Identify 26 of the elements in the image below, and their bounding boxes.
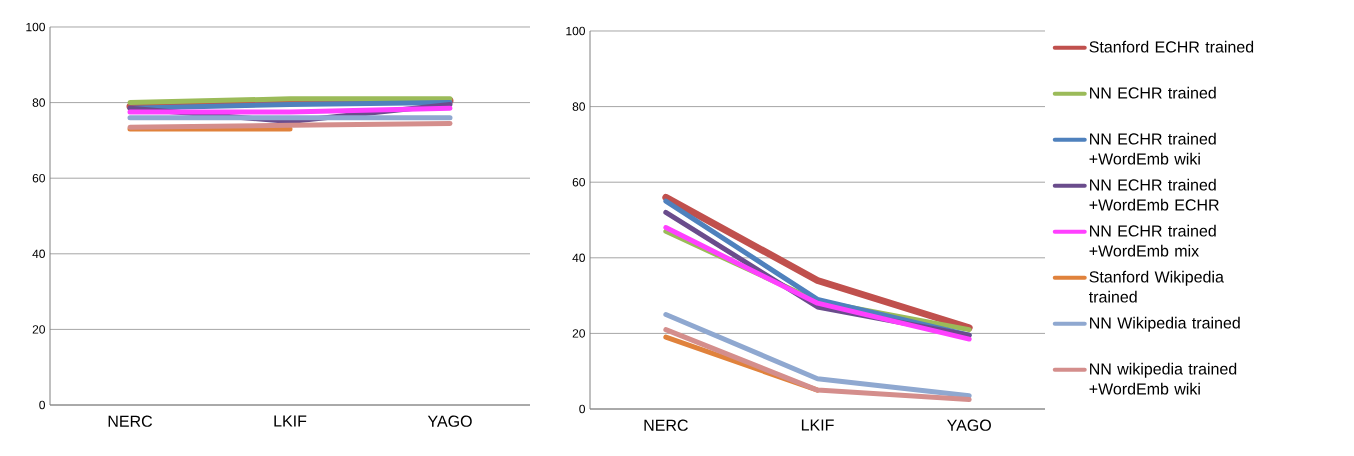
x-tick-label: YAGO [947,419,991,431]
legend-label: Stanford ECHR trained [1089,40,1254,53]
legend-label: Stanford Wikipedia trained [1088,270,1224,303]
y-tick-label: 40 [572,253,585,263]
y-tick-label: 0 [579,404,585,414]
legend-label: NN Wikipedia trained [1090,316,1240,332]
x-tick-label: NERC [108,415,153,427]
x-tick-label: LKIF [274,415,307,427]
legend-label: NN wikipedia trained +WordEmb wiki [1089,362,1237,395]
y-tick-label: 80 [32,98,45,107]
x-tick-label: YAGO [427,415,472,427]
y-tick-label: 100 [566,26,585,36]
legend-label: NN ECHR trained +WordEmb wiki [1089,132,1216,165]
y-tick-label: 100 [26,22,45,32]
y-tick-label: 60 [572,177,585,187]
y-tick-label: 60 [32,173,45,183]
legend-label: NN ECHR trained +WordEmb mix [1089,224,1216,257]
y-tick-label: 0 [39,400,45,410]
x-tick-label: LKIF [801,419,834,431]
legend-label: NN ECHR trained [1090,86,1216,99]
y-tick-label: 20 [572,329,585,338]
legend-label: NN ECHR trained +WordEmb ECHR [1089,178,1219,211]
y-tick-label: 80 [572,102,585,111]
y-tick-label: 40 [32,249,45,259]
y-tick-label: 20 [32,325,45,334]
x-tick-label: NERC [644,419,688,431]
